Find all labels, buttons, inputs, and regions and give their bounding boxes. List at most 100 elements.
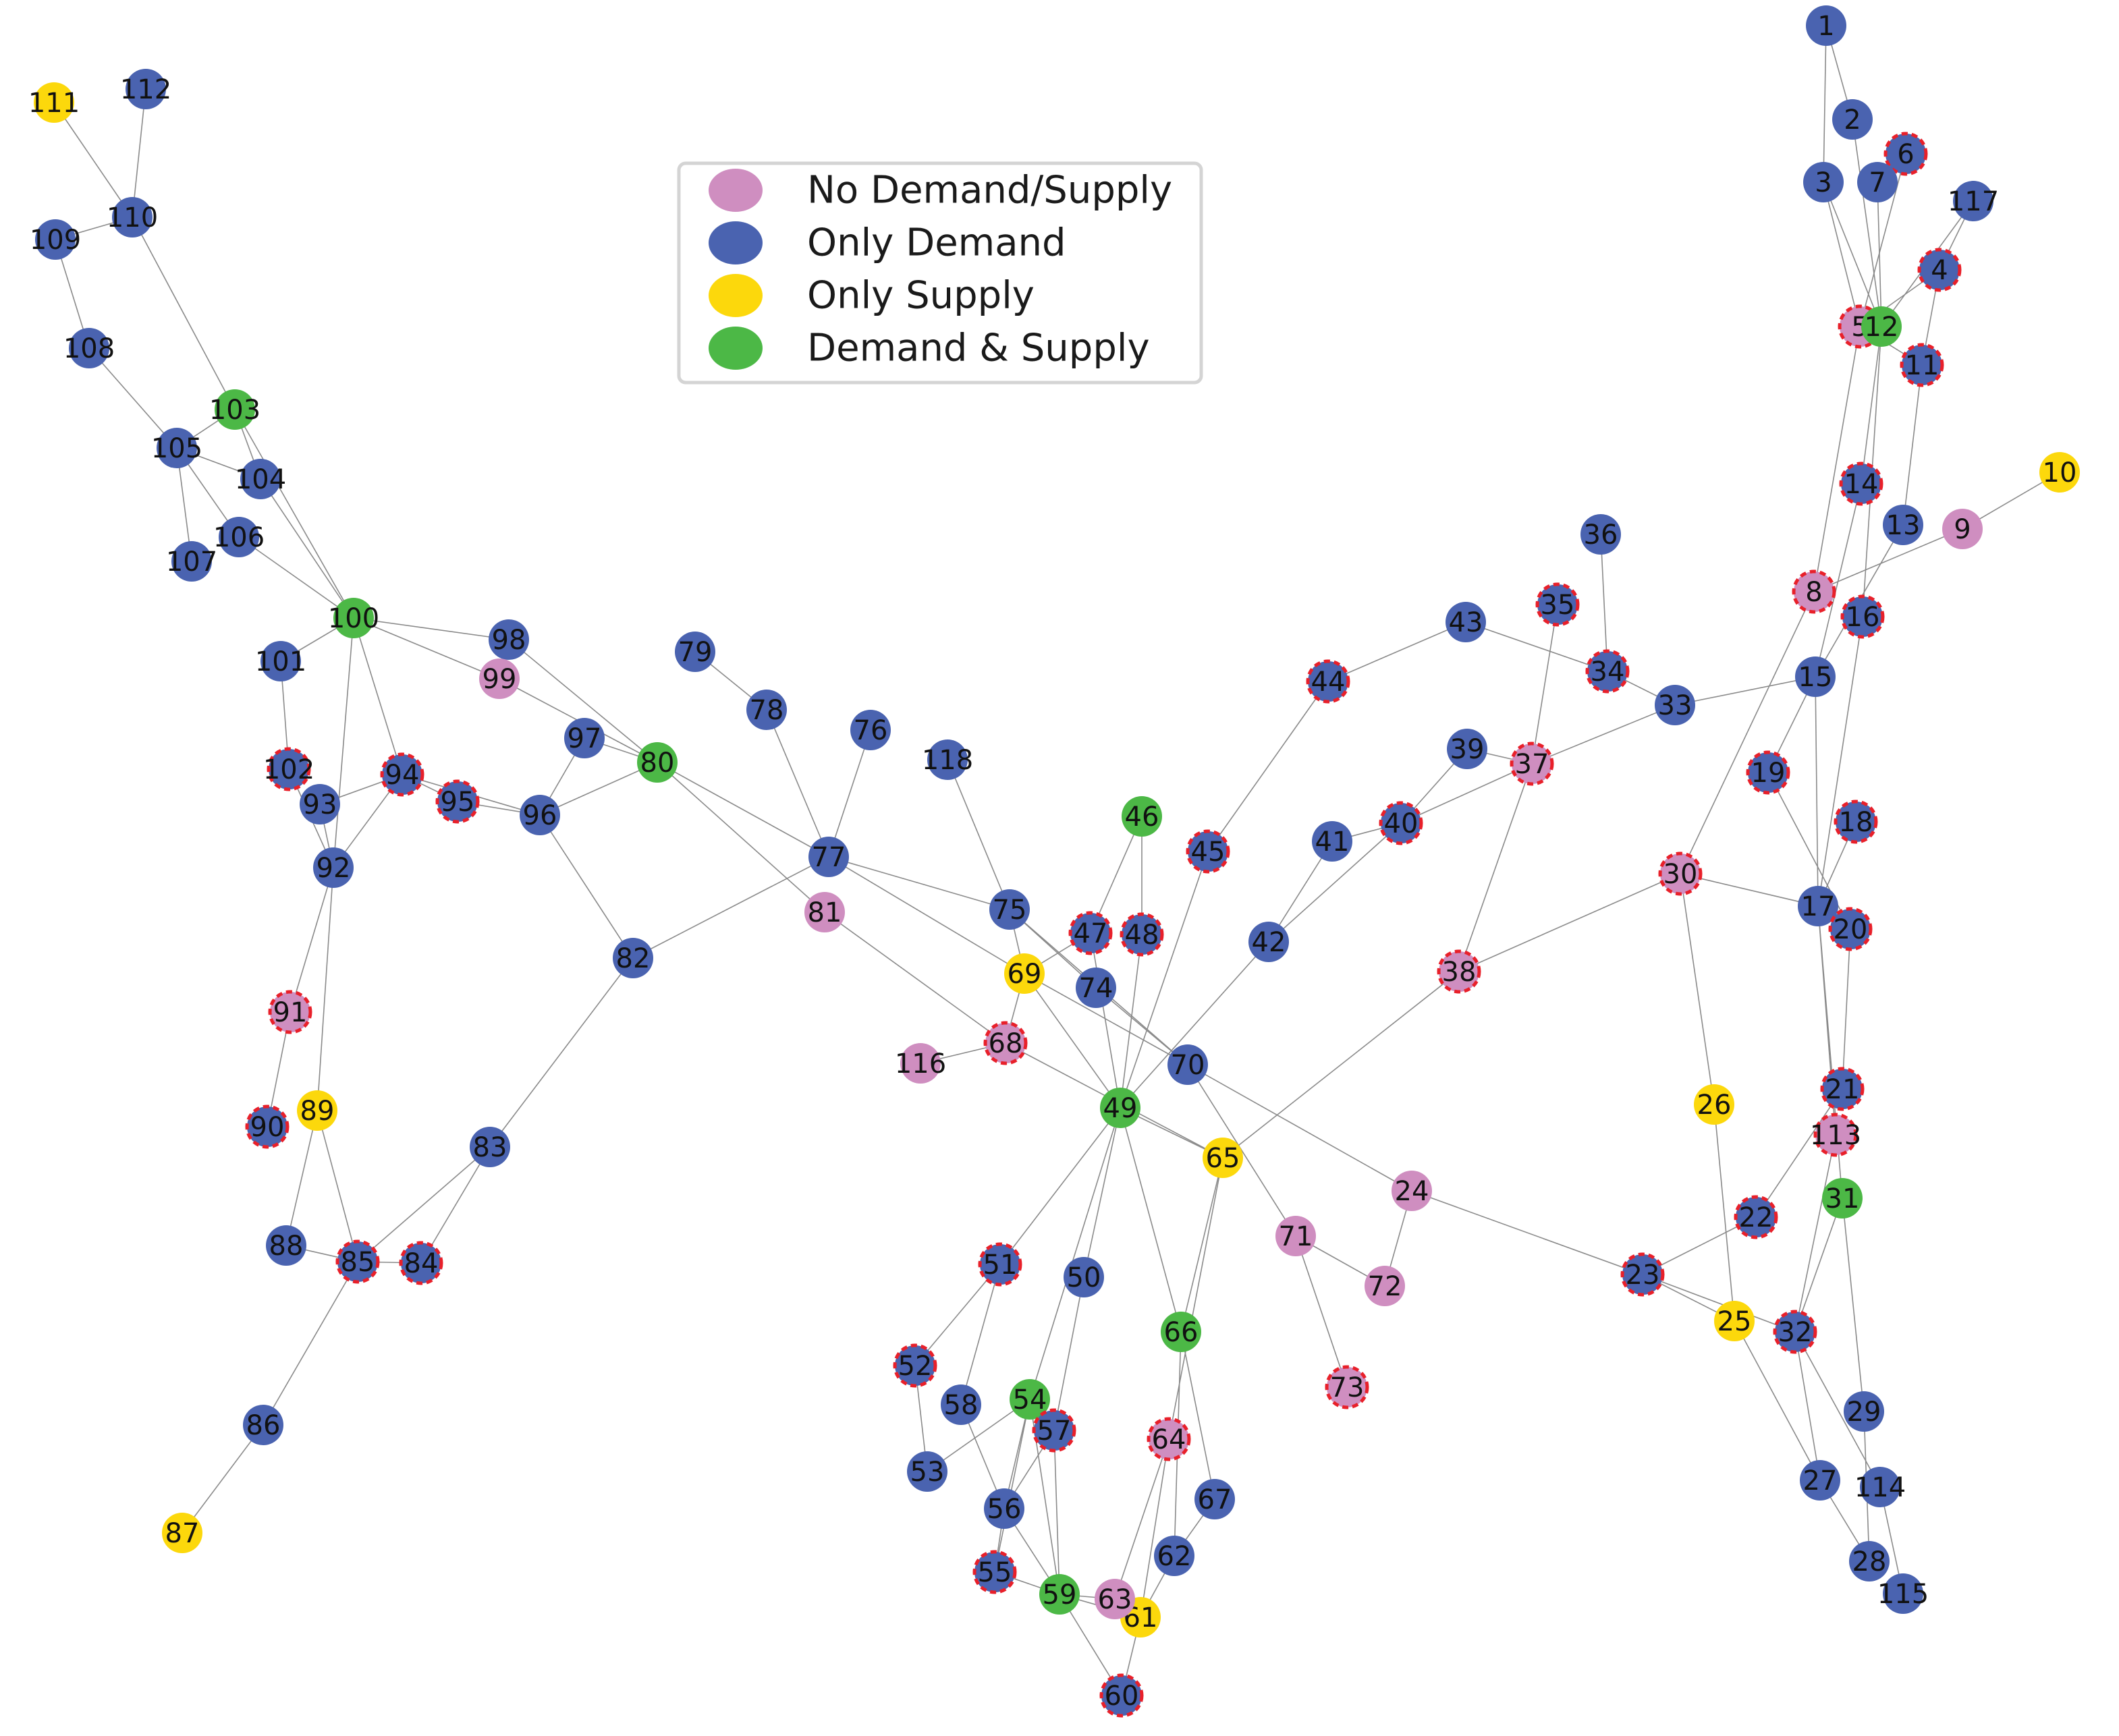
node-113: 113 (1810, 1113, 1861, 1157)
node-50: 50 (1064, 1257, 1104, 1297)
node-circle (1392, 1171, 1432, 1211)
node-label: 15 (1798, 662, 1833, 693)
node-label: 87 (165, 1518, 200, 1549)
node-circle (637, 742, 678, 783)
node-label: 75 (993, 895, 1027, 926)
edge-44-45 (1207, 681, 1329, 852)
node-47: 47 (1068, 911, 1113, 955)
edge-35-37 (1531, 604, 1558, 764)
node-circle (1860, 1467, 1900, 1507)
node-circle (1122, 796, 1162, 837)
node-circle (240, 459, 281, 499)
node-circle (941, 1384, 981, 1425)
edge-11-13 (1902, 364, 1923, 526)
node-58: 58 (941, 1384, 981, 1425)
node-circle (1203, 1138, 1243, 1178)
node-label: 10 (2043, 457, 2077, 488)
edge-47-49 (1090, 932, 1121, 1109)
edge-110-112 (132, 88, 146, 218)
node-circle (1746, 750, 1790, 795)
edge-25-26 (1713, 1104, 1735, 1322)
node-circle (1004, 953, 1045, 994)
node-label: 92 (317, 853, 351, 884)
edge-45-49 (1120, 851, 1209, 1109)
node-label: 27 (1803, 1465, 1838, 1496)
edge-77-82 (632, 856, 829, 959)
edge-15-33 (1674, 676, 1816, 706)
node-37: 37 (1510, 741, 1554, 786)
node-71: 71 (1275, 1216, 1316, 1256)
edge-3-12 (1823, 181, 1882, 327)
node-103: 103 (209, 389, 260, 430)
edge-70-71 (1187, 1064, 1296, 1237)
node-label: 76 (854, 715, 888, 746)
node-label: 43 (1449, 607, 1483, 638)
edge-80-81 (657, 762, 825, 913)
node-label: 13 (1886, 510, 1921, 541)
node-115: 115 (1877, 1573, 1929, 1614)
node-circle (1773, 1310, 1817, 1354)
edge-15-17 (1815, 676, 1819, 907)
node-label: 108 (63, 333, 115, 364)
node-label: 93 (303, 789, 337, 820)
node-22: 22 (1734, 1195, 1778, 1239)
node-circle (1099, 1673, 1144, 1718)
node-65: 65 (1203, 1138, 1243, 1178)
node-label: 21 (1825, 1074, 1860, 1105)
node-label: 115 (1877, 1579, 1929, 1610)
node-label: 23 (1626, 1260, 1660, 1291)
edge-83-84 (420, 1146, 491, 1264)
edge-50-57 (1053, 1277, 1084, 1431)
node-circle (1248, 922, 1289, 962)
node-label: 31 (1825, 1183, 1860, 1214)
node-10: 10 (2039, 452, 2080, 493)
node-label: 107 (166, 547, 217, 578)
node-circle (1325, 1365, 1369, 1409)
node-label: 50 (1067, 1262, 1101, 1293)
edge-23-24 (1411, 1190, 1643, 1275)
node-circle (1120, 912, 1164, 957)
edge-110-111 (53, 102, 133, 218)
node-circle (900, 1043, 941, 1084)
node-34: 34 (1585, 649, 1630, 694)
node-109: 109 (30, 219, 81, 260)
node-55: 55 (972, 1550, 1017, 1594)
legend-marker (709, 221, 763, 264)
node-label: 111 (28, 88, 80, 119)
node-label: 64 (1152, 1424, 1186, 1455)
node-23: 23 (1620, 1252, 1665, 1297)
edge-71-73 (1295, 1235, 1348, 1388)
node-1: 1 (1806, 5, 1846, 46)
node-label: 19 (1751, 758, 1786, 789)
node-51: 51 (978, 1242, 1022, 1287)
node-circle (1039, 1574, 1080, 1615)
node-112: 112 (120, 69, 171, 109)
edge-40-42 (1268, 822, 1402, 943)
node-63: 63 (1095, 1579, 1135, 1619)
node-label: 96 (523, 800, 557, 831)
node-label: 105 (151, 433, 202, 464)
node-circle (1942, 509, 1983, 549)
node-circle (1655, 685, 1695, 725)
legend-label: Only Supply (807, 274, 1035, 318)
edge-88-89 (285, 1110, 318, 1246)
node-label: 69 (1008, 959, 1042, 990)
node-label: 91 (273, 997, 308, 1028)
node-84: 84 (399, 1241, 443, 1285)
legend-marker (709, 169, 763, 212)
edge-98-100 (353, 617, 510, 640)
node-circle (1379, 801, 1423, 845)
node-99: 99 (479, 659, 520, 699)
node-circle (746, 690, 787, 730)
node-circle (1840, 594, 1885, 639)
node-16: 16 (1840, 594, 1885, 639)
node-circle (1147, 1417, 1191, 1461)
node-label: 103 (209, 395, 260, 426)
node-circle (470, 1127, 510, 1167)
node-80: 80 (637, 742, 678, 783)
edge-76-77 (828, 729, 871, 858)
node-label: 44 (1311, 667, 1346, 698)
node-label: 63 (1098, 1584, 1132, 1615)
edge-17-30 (1680, 873, 1819, 907)
node-circle (69, 328, 109, 368)
